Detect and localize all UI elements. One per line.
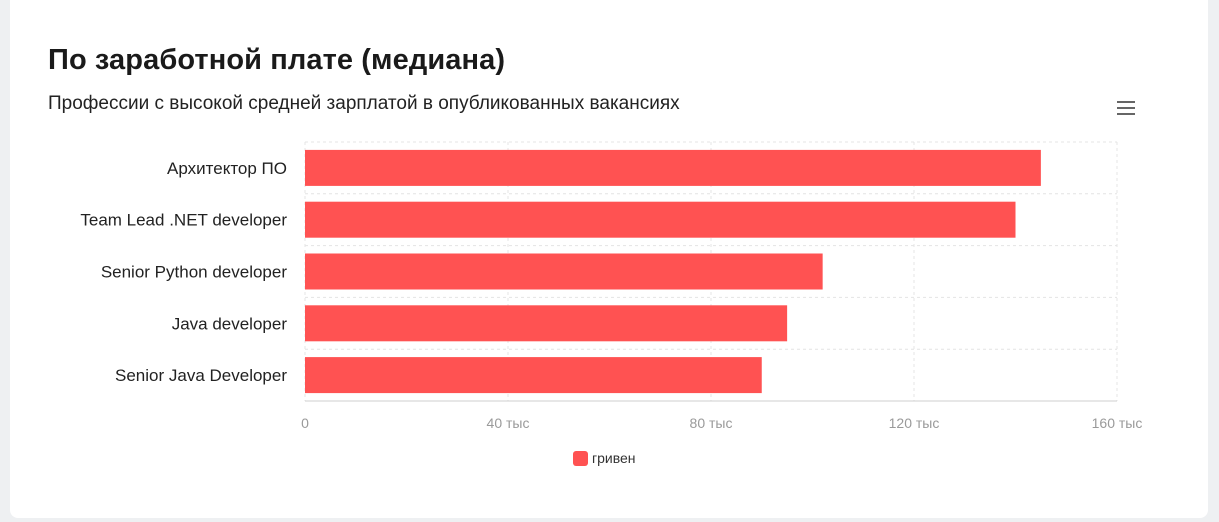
chart-menu-button[interactable] [1112,96,1138,120]
hamburger-menu-icon-line [1117,113,1135,115]
bar [305,253,823,290]
category-label: Архитектор ПО [167,159,287,178]
category-label: Senior Java Developer [115,366,287,385]
legend-label: гривен [592,450,636,466]
x-tick-label: 40 тыс [487,415,530,431]
legend-item[interactable]: гривен [573,450,636,466]
bar [305,201,1016,238]
bar [305,357,762,394]
hamburger-menu-icon [1117,101,1135,103]
x-tick-label: 0 [301,415,309,431]
chart-subtitle: Профессии с высокой средней зарплатой в … [48,93,680,114]
bar [305,305,788,342]
x-tick-label: 160 тыс [1092,415,1143,431]
x-tick-label: 80 тыс [690,415,733,431]
legend-swatch [573,450,588,466]
bar [305,149,1041,186]
x-tick-label: 120 тыс [889,415,940,431]
chart-title: По заработной плате (медиана) [48,44,506,76]
category-label: Team Lead .NET developer [80,211,287,230]
category-label: Java developer [172,314,288,333]
category-label: Senior Python developer [101,263,288,282]
hamburger-menu-icon-line [1117,107,1135,109]
